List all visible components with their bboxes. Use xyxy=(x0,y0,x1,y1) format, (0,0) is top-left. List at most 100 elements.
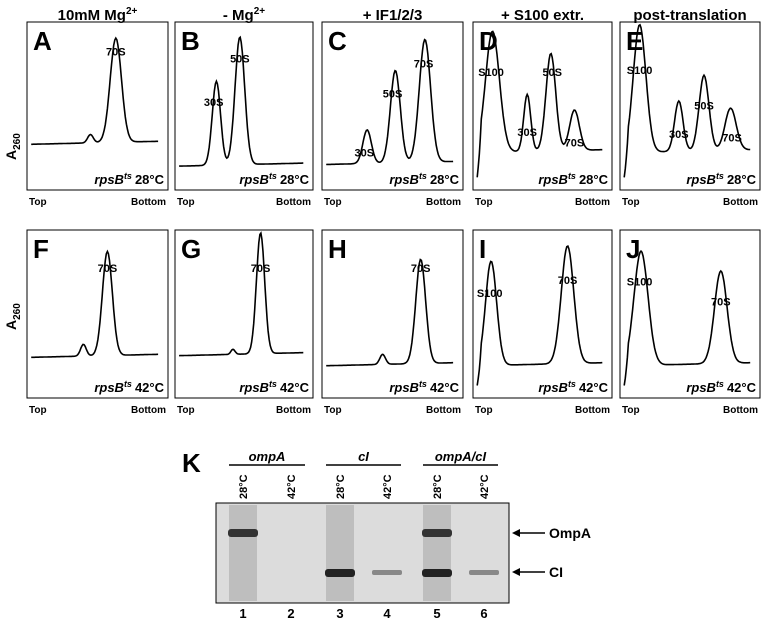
lane-temp: 42°C xyxy=(382,474,394,499)
strain-label-part: rpsB xyxy=(686,172,716,187)
strain-label-part: 28°C xyxy=(135,172,165,187)
lane-group-label: ompA/cI xyxy=(435,449,487,464)
peak-label: 30S xyxy=(517,127,537,139)
axis-right-label: Bottom xyxy=(276,405,311,416)
strain-label-part: 28°C xyxy=(430,172,460,187)
strain-label: rpsBts 28°C xyxy=(94,171,164,187)
strain-label: rpsBts 42°C xyxy=(538,379,608,395)
column-header-part: 2+ xyxy=(126,6,138,17)
column-header: + IF1/2/3 xyxy=(363,7,423,24)
strain-label-part: 42°C xyxy=(579,380,609,395)
lane-temp: 28°C xyxy=(238,474,250,499)
band-ci-weak xyxy=(469,570,499,575)
strain-label: rpsBts 28°C xyxy=(389,171,459,187)
panel-frame xyxy=(174,229,314,399)
peak-label: 70S xyxy=(565,137,585,149)
y-axis-label-part: 260 xyxy=(12,133,23,150)
strain-label-part: ts xyxy=(124,171,132,181)
lane-smear xyxy=(326,505,354,601)
peak-label: 50S xyxy=(694,100,714,112)
axis-left-label: Top xyxy=(622,197,640,208)
axis-left-label: Top xyxy=(29,405,47,416)
axis-right-label: Bottom xyxy=(276,197,311,208)
strain-label: rpsBts 42°C xyxy=(686,379,756,395)
strain-label: rpsBts 42°C xyxy=(239,379,309,395)
profile-curve xyxy=(476,244,603,386)
band-label: CI xyxy=(549,564,563,580)
strain-label-part: rpsB xyxy=(239,172,269,187)
panel-frame xyxy=(174,21,314,191)
lane-group-label: ompA xyxy=(249,449,286,464)
column-header-part: 10mM Mg xyxy=(58,7,126,24)
peak-label: 30S xyxy=(669,129,689,141)
profile-curve xyxy=(623,249,751,386)
profile-curve xyxy=(476,30,603,178)
lane-temp: 42°C xyxy=(479,474,491,499)
peak-label: 50S xyxy=(230,53,250,65)
strain-label-part: ts xyxy=(419,171,427,181)
profile-curve xyxy=(326,38,454,166)
axis-left-label: Top xyxy=(177,405,195,416)
strain-label: rpsBts 42°C xyxy=(94,379,164,395)
panel-frame xyxy=(472,21,613,191)
arrow-head xyxy=(512,568,520,576)
panel-frame xyxy=(321,21,464,191)
axis-right-label: Bottom xyxy=(131,197,166,208)
panel-letter: A xyxy=(33,26,52,56)
panel-letter: H xyxy=(328,234,347,264)
arrow-head xyxy=(512,529,520,537)
column-header: - Mg2+ xyxy=(223,6,265,24)
peak-label: 70S xyxy=(722,132,742,144)
lane-smear xyxy=(423,505,451,601)
peak-label: S100 xyxy=(477,288,503,300)
y-axis-label-part: A xyxy=(3,150,19,160)
panel-frame xyxy=(619,21,761,191)
lane-number: 4 xyxy=(383,606,391,621)
axis-right-label: Bottom xyxy=(723,405,758,416)
band-label: OmpA xyxy=(549,525,591,541)
axis-right-label: Bottom xyxy=(426,405,461,416)
lane-smear xyxy=(229,505,257,601)
band-ompa xyxy=(422,529,452,537)
strain-label-part: 42°C xyxy=(135,380,165,395)
peak-label: 70S xyxy=(711,297,731,309)
axis-left-label: Top xyxy=(29,197,47,208)
lane-temp: 42°C xyxy=(286,474,298,499)
strain-label-part: 28°C xyxy=(727,172,757,187)
strain-label: rpsBts 28°C xyxy=(538,171,608,187)
peak-label: S100 xyxy=(627,276,653,288)
gel-image xyxy=(215,502,510,604)
strain-label-part: rpsB xyxy=(538,380,568,395)
strain-label-part: ts xyxy=(269,379,277,389)
panel-frame xyxy=(619,229,761,399)
peak-label: S100 xyxy=(478,67,504,79)
panel-frame xyxy=(321,229,464,399)
profile-curve xyxy=(326,258,454,367)
strain-label-part: 42°C xyxy=(430,380,460,395)
column-header-part: + S100 extr. xyxy=(501,7,584,24)
strain-label-part: rpsB xyxy=(389,172,419,187)
strain-label-part: 28°C xyxy=(280,172,310,187)
axis-right-label: Bottom xyxy=(575,405,610,416)
peak-label: 70S xyxy=(414,58,434,70)
panel-letter: E xyxy=(626,26,643,56)
strain-label: rpsBts 42°C xyxy=(389,379,459,395)
panel-letter: J xyxy=(626,234,640,264)
band-ci-weak xyxy=(372,570,402,575)
axis-right-label: Bottom xyxy=(426,197,461,208)
peak-label: 50S xyxy=(383,89,403,101)
peak-label: 70S xyxy=(98,263,118,275)
band-ompa xyxy=(228,529,258,537)
peak-label: S100 xyxy=(627,65,653,77)
y-axis-label-part: 260 xyxy=(12,303,23,320)
lane-temp: 28°C xyxy=(432,474,444,499)
profile-curve xyxy=(31,249,159,359)
strain-label-part: ts xyxy=(568,171,576,181)
y-axis-label: A260 xyxy=(3,133,23,160)
peak-label: 70S xyxy=(106,47,126,59)
axis-left-label: Top xyxy=(177,197,195,208)
strain-label-part: ts xyxy=(716,379,724,389)
axis-left-label: Top xyxy=(324,405,342,416)
strain-label-part: 42°C xyxy=(280,380,310,395)
